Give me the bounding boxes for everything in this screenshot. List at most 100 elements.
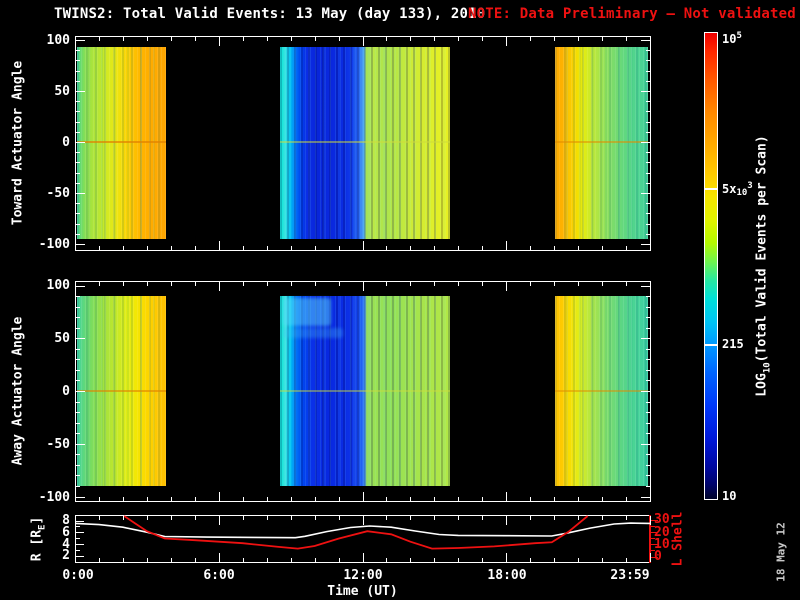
axis-tick [626,497,627,501]
axis-tick [646,465,650,466]
axis-tick [243,37,244,41]
axis-tick [458,497,459,501]
axis-tick [530,282,531,286]
axis-tick [646,349,650,350]
away-ytick-m100: -100 [38,490,70,505]
heatmap-texture [279,47,450,239]
l-shell-line [123,515,589,550]
axis-tick [243,516,244,520]
axis-tick [315,282,316,286]
colorbar-dash-lower [705,344,717,346]
axis-tick [458,516,459,520]
axis-tick [386,516,387,520]
axis-tick [147,558,148,562]
axis-tick [650,492,651,501]
axis-tick [243,558,244,562]
axis-tick [641,40,650,41]
axis-tick [171,558,172,562]
axis-tick [195,497,196,501]
axis-tick [646,423,650,424]
axis-tick [646,173,650,174]
axis-tick [646,71,650,72]
xtick-2359: 23:59 [610,568,650,583]
axis-tick [554,497,555,501]
toward-ytick-50: 50 [54,84,70,99]
axis-tick [243,282,244,286]
axis-tick [171,246,172,250]
orbit-ytick-2: 2 [62,548,70,563]
axis-tick [578,282,579,286]
axis-tick [363,553,364,562]
axis-tick [219,492,220,501]
axis-tick [410,558,411,562]
axis-tick [602,516,603,520]
axis-tick [651,520,658,521]
axis-tick [75,37,76,46]
toward-heatmap-block [279,47,450,239]
xtick-1200: 12:00 [343,568,383,583]
axis-tick [315,246,316,250]
axis-tick [76,111,80,112]
axis-tick [99,516,100,520]
axis-tick [651,557,658,558]
lshell-tick-20: 20 [654,525,670,540]
axis-tick [434,516,435,520]
lshell-tick-30: 30 [654,512,670,527]
r-distance-line [74,522,651,539]
away-anomaly-band [283,298,332,326]
axis-tick [646,224,650,225]
axis-tick [243,497,244,501]
axis-tick [76,40,85,41]
away-anomaly-band [283,327,344,339]
axis-tick [434,246,435,250]
axis-tick [646,101,650,102]
axis-tick [386,558,387,562]
axis-tick [482,558,483,562]
axis-tick [626,246,627,250]
axis-tick [646,380,650,381]
axis-tick [641,338,650,339]
axis-tick [650,553,651,562]
axis-tick [506,37,507,46]
axis-tick [123,282,124,286]
axis-tick [76,521,84,522]
axis-tick [646,122,650,123]
axis-tick [458,282,459,286]
axis-tick [482,37,483,41]
axis-tick [646,328,650,329]
axis-tick [602,246,603,250]
axis-tick [291,497,292,501]
heatmap-texture [555,47,649,239]
axis-tick [554,558,555,562]
axis-tick [651,550,655,551]
axis-tick [219,282,220,291]
axis-tick [147,246,148,250]
axis-tick [75,516,76,525]
axis-tick [506,516,507,525]
axis-tick [75,282,76,291]
axis-tick [76,122,80,123]
axis-tick [75,241,76,250]
axis-tick [76,60,80,61]
colorbar-tick-1e5-exp: 5 [736,31,742,41]
axis-tick [76,91,85,92]
axis-tick [76,234,80,235]
axis-tick [626,516,627,520]
orbit-ytick-6: 6 [62,525,70,540]
axis-tick [386,497,387,501]
toward-heatmap-block [77,47,167,239]
axis-tick [339,516,340,520]
axis-tick [410,497,411,501]
axis-tick [363,241,364,250]
axis-tick [646,454,650,455]
axis-tick [646,307,650,308]
axis-tick [651,538,655,539]
axis-tick [578,558,579,562]
axis-tick [602,558,603,562]
axis-tick [76,296,80,297]
axis-tick [410,282,411,286]
axis-tick [123,37,124,41]
orbit-ytick-4: 4 [62,537,70,552]
axis-tick [651,544,658,545]
